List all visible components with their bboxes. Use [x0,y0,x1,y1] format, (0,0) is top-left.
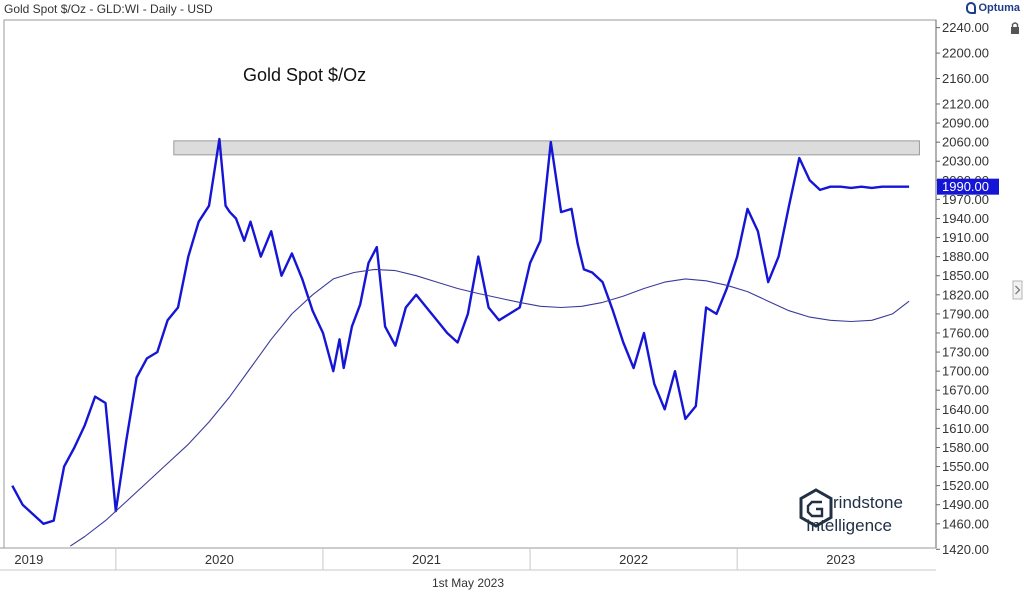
lock-icon[interactable] [1011,22,1019,34]
grindstone-logo-icon [799,488,833,528]
y-tick-label: 1420.00 [942,542,989,557]
y-tick-label: 2030.00 [942,154,989,169]
x-axis[interactable]: 2019 2020 2021 2022 2023 [0,547,936,571]
y-tick-label: 1700.00 [942,364,989,379]
resistance-band [173,140,920,156]
y-tick-label: 2240.00 [942,20,989,35]
y-tick-label: 1730.00 [942,345,989,360]
y-tick-label: 1910.00 [942,230,989,245]
grindstone-logo-g-icon [806,500,824,518]
last-value-label: 1990.00 [942,179,989,194]
series-layer [11,137,910,547]
y-tick-label: 1460.00 [942,516,989,531]
y-tick-label: 1550.00 [942,459,989,474]
y-tick-label: 1970.00 [942,192,989,207]
y-tick-label: 2160.00 [942,71,989,86]
y-tick-label: 1880.00 [942,249,989,264]
last-value-marker [937,178,999,195]
y-tick-label: 2060.00 [942,135,989,150]
grindstone-watermark: rindstone Intelligence [799,488,903,535]
x-tick-label: 2020 [205,552,234,567]
y-tick-label: 1820.00 [942,287,989,302]
y-tick-label: 1760.00 [942,325,989,340]
date-label: 1st May 2023 [431,576,505,590]
plot-background [3,19,937,549]
x-tick-label: 2019 [14,552,43,567]
y-tick-label: 2090.00 [942,116,989,131]
x-tick-label: 2022 [619,552,648,567]
x-tick-label: 2021 [412,552,441,567]
y-tick-label: 1640.00 [942,402,989,417]
y-tick-label: 1790.00 [942,306,989,321]
y-tick-label: 1490.00 [942,497,989,512]
y-tick-label: 1580.00 [942,440,989,455]
price-series-line [11,137,910,525]
y-axis[interactable]: 1420.00 1460.00 1490.00 1520.00 1550.00 1580.… [935,20,999,557]
chart-title: Gold Spot $/Oz [243,65,366,85]
brand-name: Optuma [978,2,1020,14]
moving-average-line [69,268,910,547]
watermark-line2: Intelligence [806,516,892,535]
optuma-logo: Optuma [966,2,1020,14]
y-tick-label: 1670.00 [942,383,989,398]
y-tick-label: 2200.00 [942,46,989,61]
optuma-logo-icon [966,2,977,14]
y-tick-label: 1940.00 [942,211,989,226]
watermark-line1: rindstone [833,493,903,512]
resistance-band-layer [173,140,920,156]
chart-header-title: Gold Spot $/Oz - GLD:WI - Daily - USD [4,2,213,16]
gold-chart[interactable]: Gold Spot $/Oz rindstone Intelligence 14… [0,0,1024,576]
y-tick-label: 1850.00 [942,268,989,283]
x-tick-label: 2023 [826,552,855,567]
y-tick-label: 2120.00 [942,96,989,111]
scroll-right-icon[interactable] [1012,280,1023,300]
y-tick-label: 1610.00 [942,421,989,436]
y-tick-label: 1520.00 [942,478,989,493]
